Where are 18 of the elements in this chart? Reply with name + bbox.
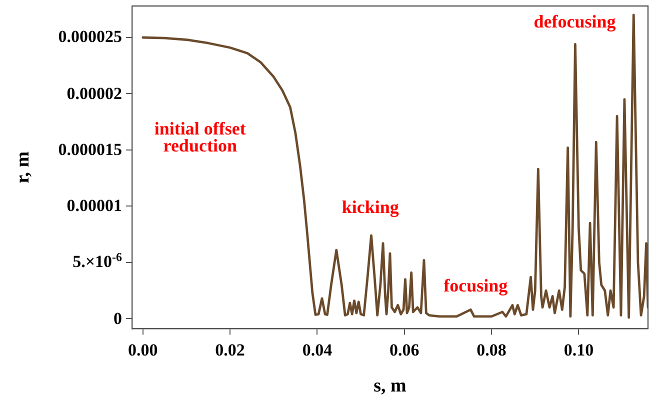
y-tick-label: 0.00002 [66,82,122,105]
x-tick-label: 0.08 [476,340,506,360]
annotation: defocusing [534,11,616,32]
annotation: focusing [444,275,508,296]
y-tick-label: 0 [114,308,122,330]
y-tick-label: 5.×10$^{-6}$ [72,250,122,274]
annotation: initial offset reduction [154,118,246,156]
y-tick-label: 0.000015 [58,138,122,161]
y-tick-label: 0.000025 [58,26,122,48]
y-axis-title: r, m [12,151,34,184]
x-tick-label: 0.00 [128,340,158,360]
x-tick-label: 0.10 [564,340,594,360]
x-tick-label: 0.06 [390,340,420,360]
x-axis-title: s, m [374,376,407,397]
x-tick-label: 0.04 [302,340,333,360]
annotation: kicking [342,197,399,218]
y-tick-label: 0.00001 [66,195,122,218]
x-tick-label: 0.02 [215,340,245,360]
